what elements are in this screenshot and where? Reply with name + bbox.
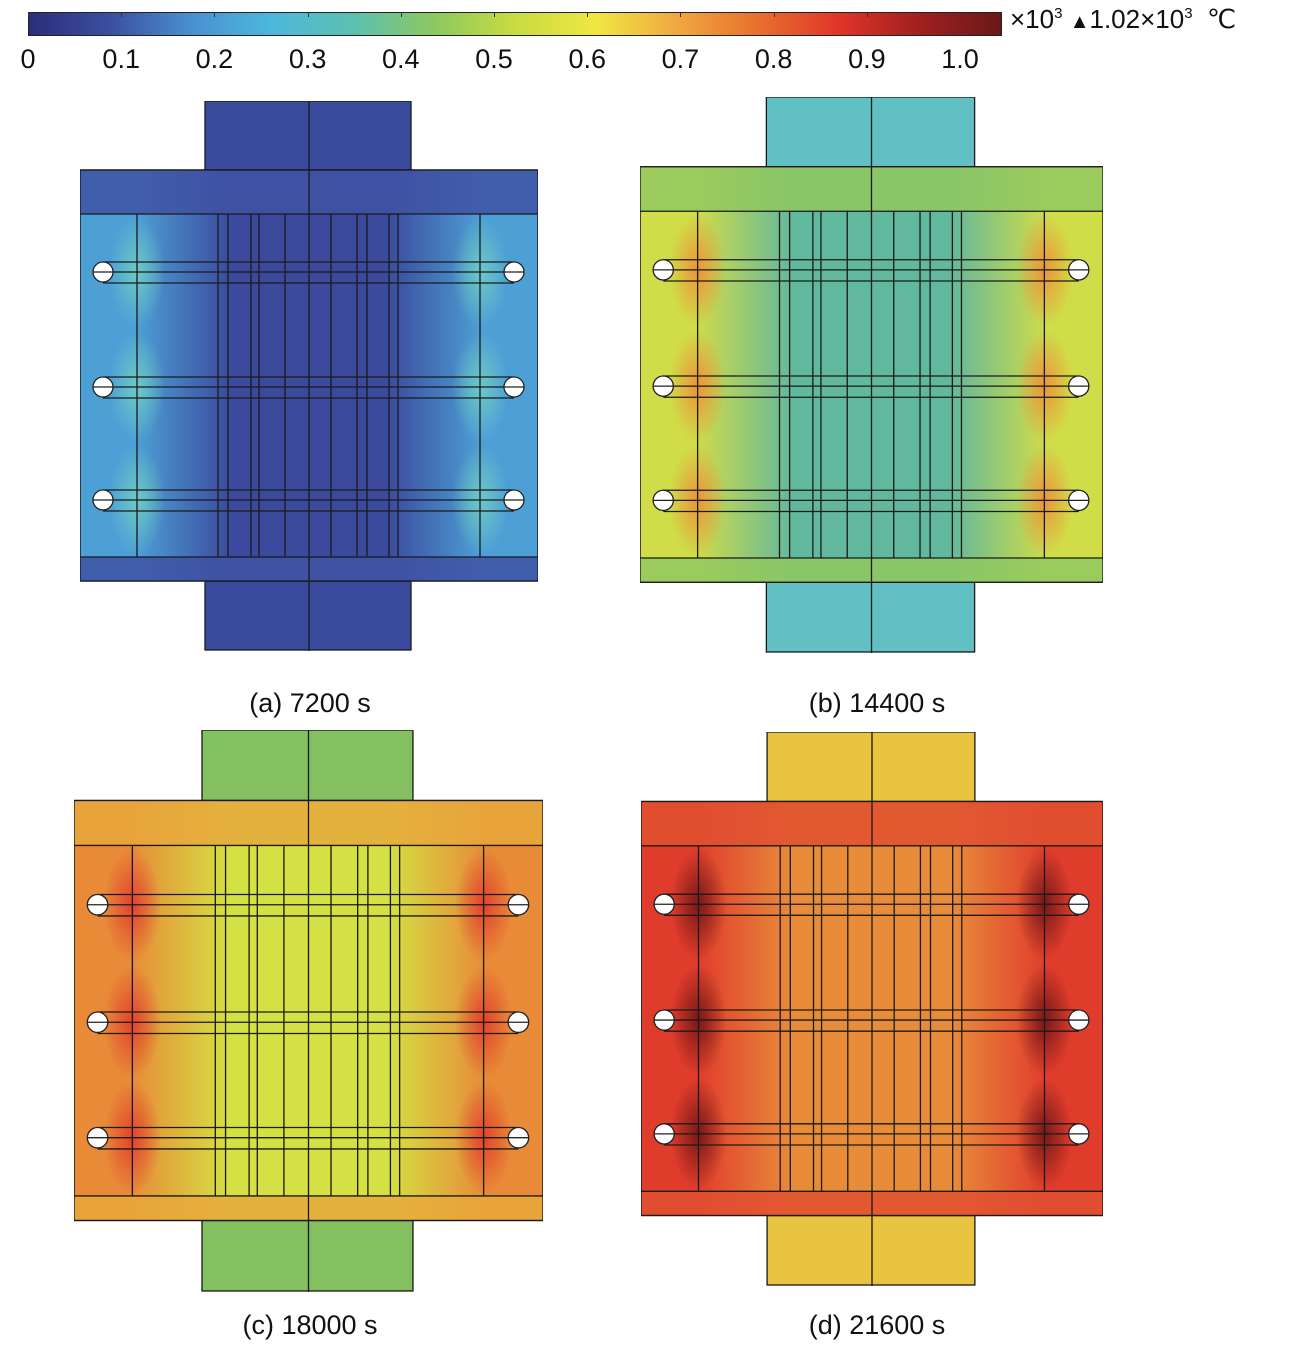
bolt-holes — [86, 893, 530, 1149]
colorbar-tick — [960, 12, 962, 17]
max-triangle-icon: ▲ — [1069, 11, 1090, 33]
temperature-field-panel — [640, 97, 1103, 653]
colorbar-unit: ×103 ▲1.02×103 ℃ — [1010, 4, 1236, 35]
colorbar-tick — [680, 12, 682, 17]
colorbar-tick-label: 0.6 — [568, 44, 607, 74]
bottom-tab — [766, 1214, 976, 1286]
colorbar-tick — [866, 12, 868, 17]
unit-label: ℃ — [1207, 4, 1237, 34]
max-exp: 3 — [1184, 5, 1193, 22]
colorbar-tick-label: 0.5 — [475, 44, 513, 74]
top-tab — [766, 732, 976, 803]
colorbar-tick — [214, 12, 216, 17]
colorbar-tick — [773, 12, 775, 17]
colorbar-tick — [494, 12, 496, 17]
colorbar-tick — [28, 12, 29, 17]
bottom-tab — [201, 1219, 414, 1292]
colorbar-tick-label: 0.2 — [195, 44, 234, 74]
colorbar — [28, 12, 1002, 36]
panel-caption: (a) 7200 s — [249, 688, 371, 718]
multiplier: ×10 — [1010, 4, 1055, 34]
colorbar-tick — [587, 12, 589, 17]
colorbar-tick-label: 0.1 — [102, 44, 140, 74]
colorbar-tick-label: 0.8 — [754, 44, 793, 74]
multiplier-exp: 3 — [1054, 5, 1063, 22]
max-label: 1.02×10 — [1089, 4, 1185, 34]
bolt-holes — [652, 259, 1090, 512]
top-tab — [204, 101, 412, 171]
colorbar-tick-label: 0.9 — [848, 44, 886, 74]
panel-caption: (c) 18000 s — [242, 1310, 378, 1340]
top-tab — [765, 97, 976, 168]
colorbar-tick-label: 0.4 — [382, 44, 420, 74]
colorbar-tick — [307, 12, 309, 17]
bottom-tab — [204, 580, 412, 651]
colorbar-tick — [121, 12, 123, 17]
bolt-holes — [92, 261, 525, 511]
top-tab — [201, 730, 414, 802]
temperature-field-panel — [641, 732, 1103, 1286]
colorbar-tick-label: 0 — [20, 44, 36, 74]
bottom-tab — [765, 581, 976, 653]
colorbar-tick-label: 0.3 — [288, 44, 327, 74]
panel-caption: (b) 14400 s — [808, 688, 946, 718]
panel-caption: (d) 21600 s — [808, 1310, 946, 1340]
colorbar-tick — [400, 12, 402, 17]
colorbar-tick-label: 1.0 — [941, 44, 979, 74]
hot-spots — [670, 848, 1073, 1190]
bolt-holes — [653, 893, 1090, 1145]
colorbar-tick-label: 0.7 — [661, 44, 700, 74]
temperature-field-panel — [80, 101, 538, 651]
temperature-field-panel — [74, 730, 543, 1292]
